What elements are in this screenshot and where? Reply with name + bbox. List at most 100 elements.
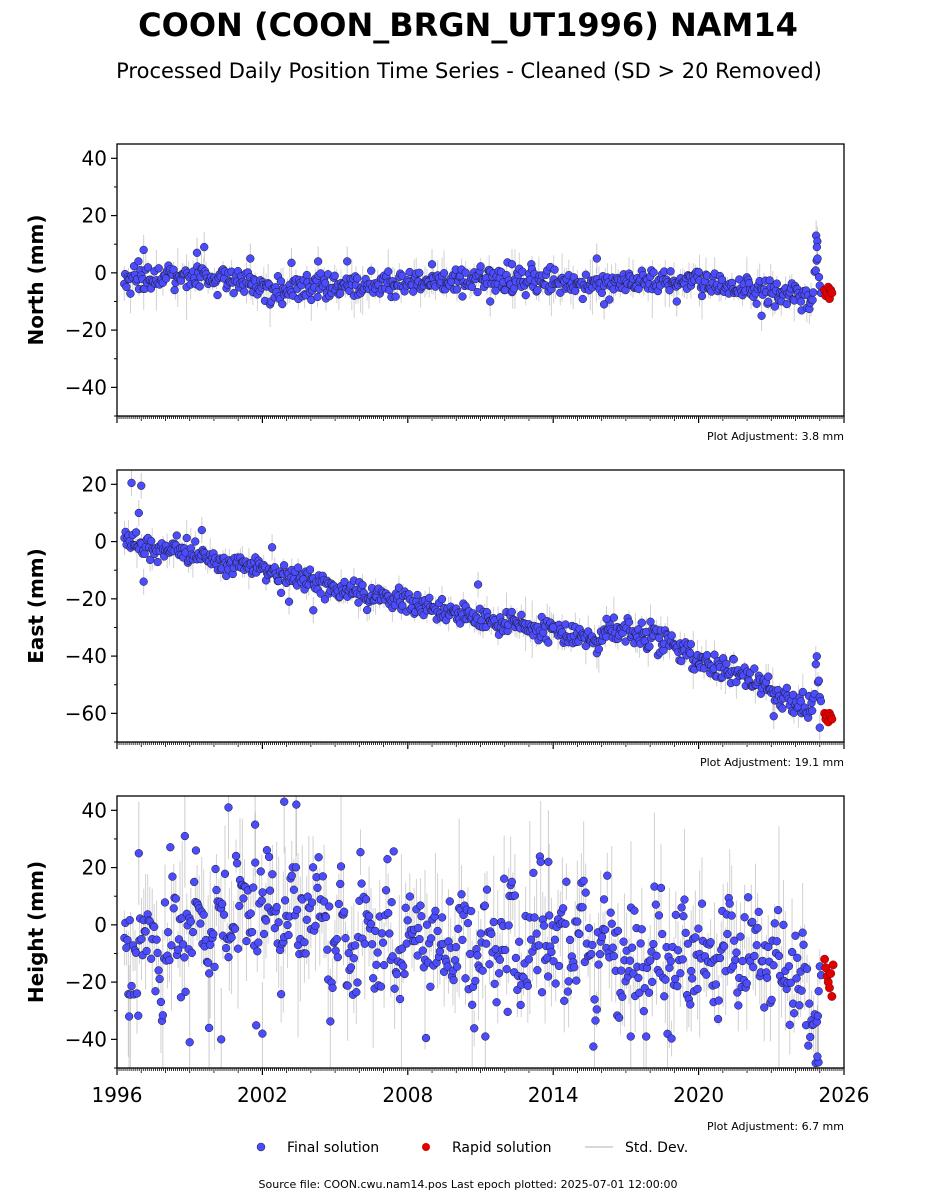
final-point-outlier [246,254,255,263]
final-point [630,906,639,915]
final-point [314,853,323,862]
final-point [426,982,435,991]
final-point [190,877,199,887]
final-point [627,943,637,952]
final-point-outlier [549,623,558,632]
final-point [495,955,505,964]
final-point-outlier [192,248,202,257]
final-point [471,976,480,986]
final-point [199,910,208,919]
final-point [431,906,440,916]
final-point [796,297,805,306]
final-point [196,919,205,928]
final-point [652,951,661,960]
final-point [169,904,178,913]
final-point [452,285,462,294]
final-point [187,948,197,958]
final-point [276,277,286,286]
east-y-axis: −60 −40 −20 0 20 [65,472,117,743]
final-point [384,908,393,918]
panel-east: −60 −40 −20 0 20 East (mm) Plot Adjustment: 19… [24,469,845,769]
final-point-outlier [250,820,260,829]
final-point [564,977,573,986]
final-point [754,907,763,917]
final-point [814,676,823,685]
final-point [398,962,408,971]
legend-std-label: Std. Dev. [625,1140,688,1156]
final-point [677,656,686,666]
final-point [249,883,258,892]
final-point [437,594,447,604]
final-point [305,565,315,574]
final-point [360,939,369,948]
final-point [511,953,521,963]
rapid-point [825,983,834,993]
final-point [195,282,204,291]
final-point-outlier [757,311,766,320]
final-point [581,888,590,897]
final-point [544,638,553,647]
final-point [405,892,414,901]
final-point [772,279,781,288]
final-point [142,946,151,956]
final-point-outlier [815,723,824,732]
final-point [813,1011,823,1021]
final-point-outlier [280,797,289,806]
final-point [220,869,230,878]
final-point [649,268,658,277]
final-point [212,885,221,895]
x-tick-label: 2026 [819,1083,870,1107]
rapid-point [827,992,837,1001]
final-point [731,955,740,965]
final-point [351,941,360,950]
final-point-outlier [486,297,495,306]
final-point [341,934,350,943]
final-point [591,1016,600,1025]
final-point [242,936,251,946]
final-point-outlier [592,254,601,263]
final-point [485,960,494,969]
final-point [644,988,654,997]
final-point [617,966,626,975]
final-point [221,943,231,953]
final-point [722,659,731,668]
source-footer: Source file: COON.cwu.nam14.pos Last epo… [259,1178,678,1191]
final-point [127,981,136,991]
final-point-outlier [139,245,148,255]
final-point [153,557,162,567]
final-point [625,956,635,965]
final-point [791,931,800,940]
final-point [437,913,447,922]
final-point [697,291,707,301]
final-point [232,859,242,868]
final-point-outlier [309,606,318,615]
final-point [321,279,330,288]
final-point [609,951,619,961]
final-point [414,923,423,933]
final-point [343,981,352,990]
final-point [357,879,366,888]
final-point [211,864,220,874]
final-point [697,899,707,908]
final-point [125,916,134,925]
final-point [752,299,761,308]
final-point [156,997,166,1007]
final-point [257,896,266,905]
final-point [253,947,262,956]
final-point [346,963,356,972]
final-point [666,267,675,276]
final-point [786,978,795,987]
final-point [163,928,173,937]
final-point [550,265,559,274]
final-point [782,299,791,309]
final-point [686,640,696,649]
final-point [247,927,257,937]
final-point [687,966,696,976]
final-point [259,929,269,939]
final-point [578,903,587,912]
final-point [778,704,787,713]
final-point [293,563,303,572]
final-point [537,988,547,997]
final-point [563,987,573,996]
final-point [594,960,603,969]
